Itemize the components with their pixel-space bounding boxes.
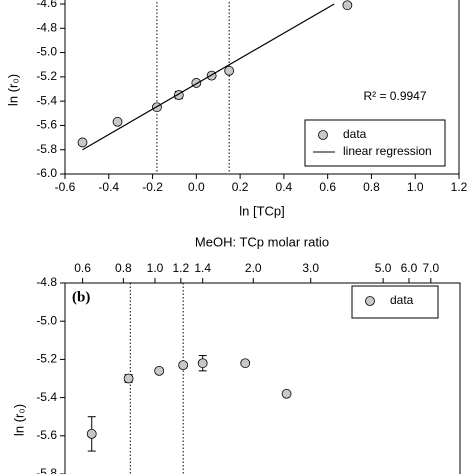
- y-tick-label: -4.8: [36, 275, 57, 289]
- x-tick-label: 1.0: [407, 180, 424, 194]
- data-point: [240, 358, 251, 369]
- x-tick-label: 1.2: [451, 180, 468, 194]
- legend-label: data: [390, 293, 414, 307]
- data-point: [342, 0, 353, 11]
- y-axis-title: ln (r₀): [11, 404, 26, 436]
- y-tick-label: -5.4: [36, 93, 57, 107]
- data-point: [224, 65, 235, 76]
- data-point: [197, 358, 208, 369]
- plot-frame: [64, 0, 460, 175]
- plot-frame: [64, 282, 461, 474]
- x-tick-label: 1.2: [172, 261, 189, 275]
- x-axis-title: ln [TCp]: [239, 203, 285, 218]
- x-tick-label: 1.0: [147, 261, 164, 275]
- panel-label: (b): [72, 289, 90, 305]
- x-tick-label: 0.8: [363, 180, 380, 194]
- data-point: [123, 373, 134, 384]
- y-tick-label: -5.0: [36, 313, 57, 327]
- data-point: [178, 360, 189, 371]
- legend-label: data: [343, 127, 367, 141]
- x-tick-label: -0.4: [98, 180, 119, 194]
- x-tick-label: 0.6: [74, 261, 91, 275]
- x-tick-label: 3.0: [302, 261, 319, 275]
- y-tick-label: -4.6: [36, 0, 57, 10]
- y-tick-label: -5.2: [36, 352, 57, 366]
- regression-line: [82, 3, 335, 151]
- y-tick-label: -4.8: [36, 20, 57, 34]
- x-tick-label: 2.0: [245, 261, 262, 275]
- y-axis-title: ln (r₀): [5, 74, 20, 106]
- annotation: R² = 0.9947: [363, 89, 426, 103]
- x-tick-label: -0.2: [142, 180, 163, 194]
- data-point: [154, 365, 165, 376]
- x-tick-label: 0.6: [319, 180, 336, 194]
- y-tick-label: -5.8: [36, 142, 57, 156]
- data-point: [281, 388, 292, 399]
- y-tick-label: -5.6: [36, 118, 57, 132]
- legend-label: linear regression: [343, 144, 432, 158]
- panel: -6.0 -5.8 -5.6 -5.4 -5.2 -5.0 -4.8 -4.6 -0.6 -0.4…: [5, 0, 468, 218]
- x-tick-label: 7.0: [422, 261, 439, 275]
- x-tick-label: 0.2: [232, 180, 249, 194]
- legend-marker: [365, 296, 375, 306]
- x-tick-label: 5.0: [375, 261, 392, 275]
- y-tick-label: -5.4: [36, 390, 57, 404]
- x-tick-label: 1.4: [194, 261, 211, 275]
- data-point: [86, 428, 97, 439]
- y-tick-label: -5.2: [36, 69, 57, 83]
- y-tick-label: -6.0: [36, 166, 57, 180]
- y-tick-label: -5.6: [36, 428, 57, 442]
- legend-marker: [318, 130, 328, 140]
- data-point: [112, 116, 123, 127]
- x-axis-title: MeOH: TCp molar ratio: [195, 234, 329, 249]
- x-tick-label: -0.6: [55, 180, 76, 194]
- y-tick-label: -5.0: [36, 45, 57, 59]
- x-tick-label: 0.8: [115, 261, 132, 275]
- x-tick-label: 0.0: [188, 180, 205, 194]
- data-point: [77, 137, 88, 148]
- y-tick-label: -5.8: [36, 466, 57, 474]
- legend-box: [304, 119, 446, 167]
- x-tick-label: 6.0: [401, 261, 418, 275]
- x-tick-label: 0.4: [276, 180, 293, 194]
- panel: -5.8 -5.6 -5.4 -5.2 -5.0 -4.8 0.6 0.8 1.0 1.2 1.4 2…: [11, 234, 461, 474]
